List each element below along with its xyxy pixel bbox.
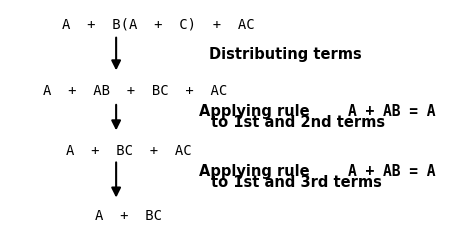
Text: Applying rule: Applying rule xyxy=(199,164,315,179)
Text: A  +  BC: A + BC xyxy=(95,209,162,223)
Text: Applying rule: Applying rule xyxy=(199,104,315,119)
Text: A + AB = A: A + AB = A xyxy=(348,164,436,179)
Text: to 1st and 3rd terms: to 1st and 3rd terms xyxy=(211,175,382,190)
Text: A  +  BC  +  AC: A + BC + AC xyxy=(66,144,192,158)
Text: Distributing terms: Distributing terms xyxy=(209,47,361,61)
Text: to 1st and 2nd terms: to 1st and 2nd terms xyxy=(211,115,385,130)
Text: A  +  AB  +  BC  +  AC: A + AB + BC + AC xyxy=(43,84,227,98)
Text: A + AB = A: A + AB = A xyxy=(348,104,436,119)
Text: A  +  B(A  +  C)  +  AC: A + B(A + C) + AC xyxy=(62,17,254,31)
